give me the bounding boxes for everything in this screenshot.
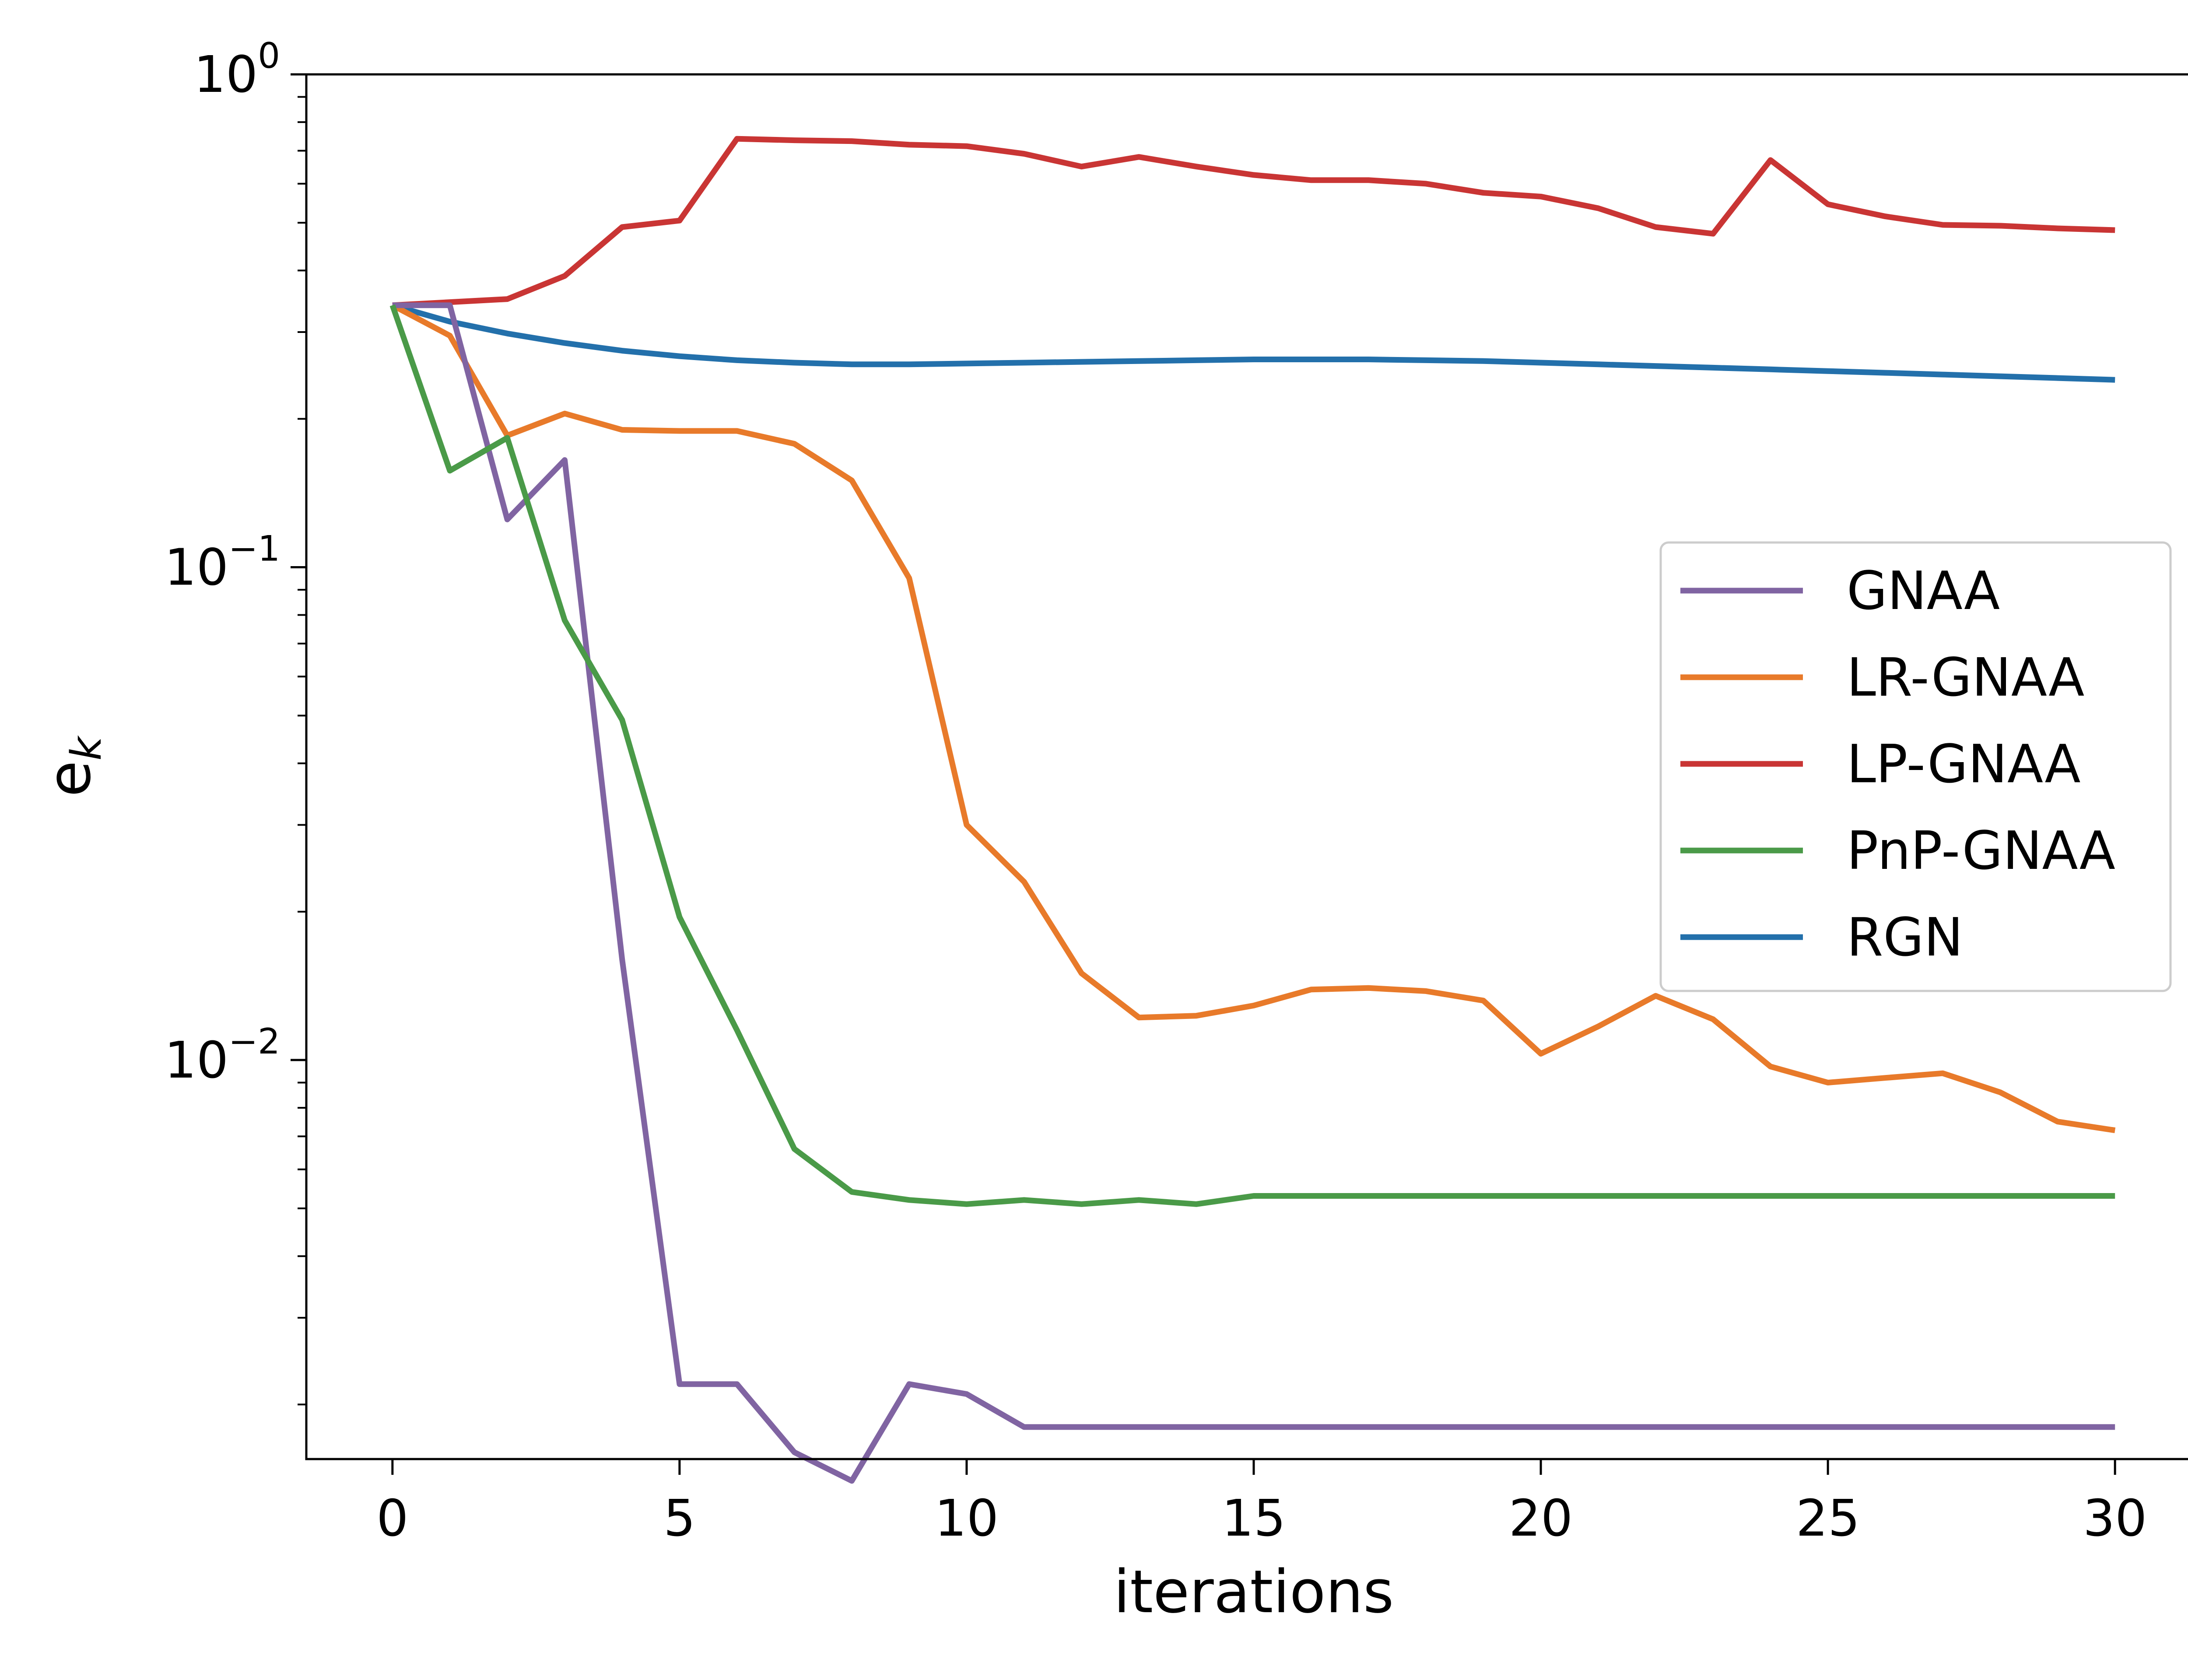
legend-entry: PnP-GNAA	[1680, 821, 2115, 882]
legend-entry: RGN	[1680, 907, 1963, 968]
x-tick-label: 20	[1509, 1489, 1573, 1548]
series-line-gnaa	[392, 302, 2115, 1484]
legend-label: LR-GNAA	[1847, 648, 2084, 708]
series-layer	[389, 136, 2116, 1484]
legend-entry: GNAA	[1680, 561, 2000, 622]
legend-label: LP-GNAA	[1847, 734, 2081, 795]
y-tick-label: 10−2	[165, 1021, 280, 1090]
series-line-rgn	[392, 302, 2115, 383]
y-tick-base: 10	[194, 46, 258, 104]
y-axis-title: ek	[35, 735, 111, 797]
series-line-lr-gnaa	[391, 303, 2116, 1134]
legend-box	[1659, 541, 2172, 992]
legend-label: GNAA	[1847, 561, 2000, 622]
y-tick-base: 10	[165, 1031, 228, 1090]
y-axis-title-main: e	[35, 760, 104, 797]
x-axis-title: iterations	[1114, 1558, 1394, 1626]
x-tick-label: 25	[1796, 1489, 1860, 1548]
x-tick-label: 30	[2083, 1489, 2147, 1548]
x-tick-label: 0	[376, 1489, 408, 1548]
plot-frame	[305, 73, 2188, 1460]
legend-entry: LP-GNAA	[1680, 734, 2081, 795]
legend-label: PnP-GNAA	[1847, 821, 2115, 882]
y-tick-exponent: 0	[258, 35, 280, 76]
legend-entry: LR-GNAA	[1680, 648, 2084, 708]
legend: GNAA LR-GNAA LP-GNAA PnP-GNAA RGN	[1659, 541, 2172, 992]
x-tick-label: 10	[935, 1489, 999, 1548]
y-axis-title-subscript: k	[63, 735, 111, 760]
series-line-lp-gnaa	[392, 136, 2115, 308]
y-tick-exponent: −2	[228, 1021, 280, 1062]
x-tick-label: 15	[1222, 1489, 1286, 1548]
series-line-pnp-gnaa	[389, 304, 2115, 1207]
x-axis: 0 5 10 15 20 25 30	[376, 1459, 2147, 1548]
y-tick-label: 100	[194, 35, 280, 104]
y-tick-base: 10	[165, 538, 228, 597]
y-tick-label: 10−1	[165, 528, 280, 597]
x-tick-label: 5	[663, 1489, 695, 1548]
legend-label: RGN	[1847, 907, 1963, 968]
y-tick-exponent: −1	[228, 528, 280, 569]
